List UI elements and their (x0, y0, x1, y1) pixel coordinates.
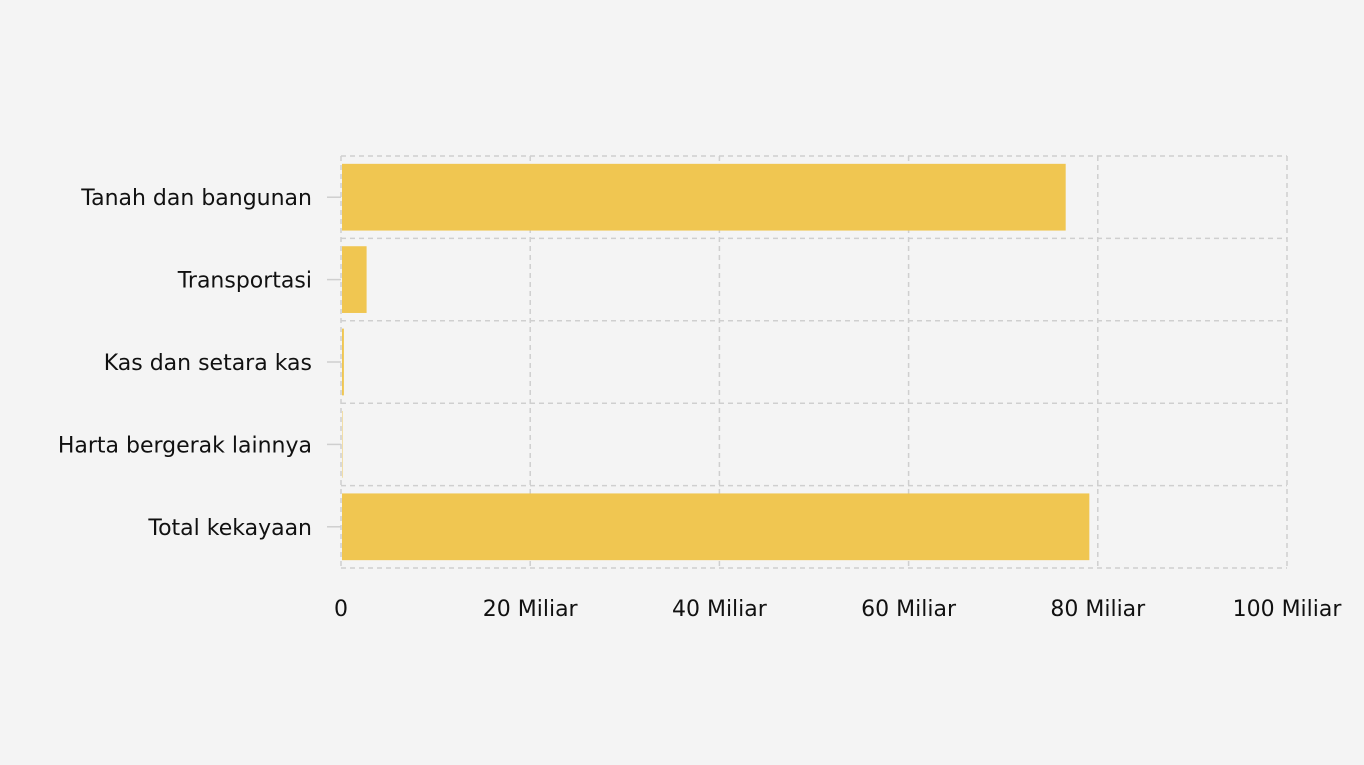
category-label-2: Kas dan setara kas (104, 351, 312, 376)
category-label-1: Transportasi (177, 269, 312, 294)
bar-4 (342, 493, 1090, 561)
category-label-0: Tanah dan bangunan (80, 186, 312, 211)
category-labels: Tanah dan bangunan Transportasi Kas dan se… (58, 186, 341, 541)
x-tick-label-0: 0 (334, 597, 348, 622)
category-label-3: Harta bergerak lainnya (58, 433, 312, 458)
bar-1 (342, 246, 367, 313)
bar-0 (342, 163, 1066, 231)
x-tick-label-1: 20 Miliar (483, 597, 579, 622)
x-tick-label-5: 100 Miliar (1233, 597, 1343, 622)
category-label-4: Total kekayaan (147, 516, 312, 541)
x-tick-label-4: 80 Miliar (1050, 597, 1146, 622)
bar-2 (342, 328, 344, 396)
x-tick-label-3: 60 Miliar (861, 597, 957, 622)
x-axis-tick-labels: 0 20 Miliar 40 Miliar 60 Miliar 80 Miliar 100… (334, 597, 1342, 622)
bars (342, 163, 1090, 561)
x-tick-label-2: 40 Miliar (672, 597, 768, 622)
